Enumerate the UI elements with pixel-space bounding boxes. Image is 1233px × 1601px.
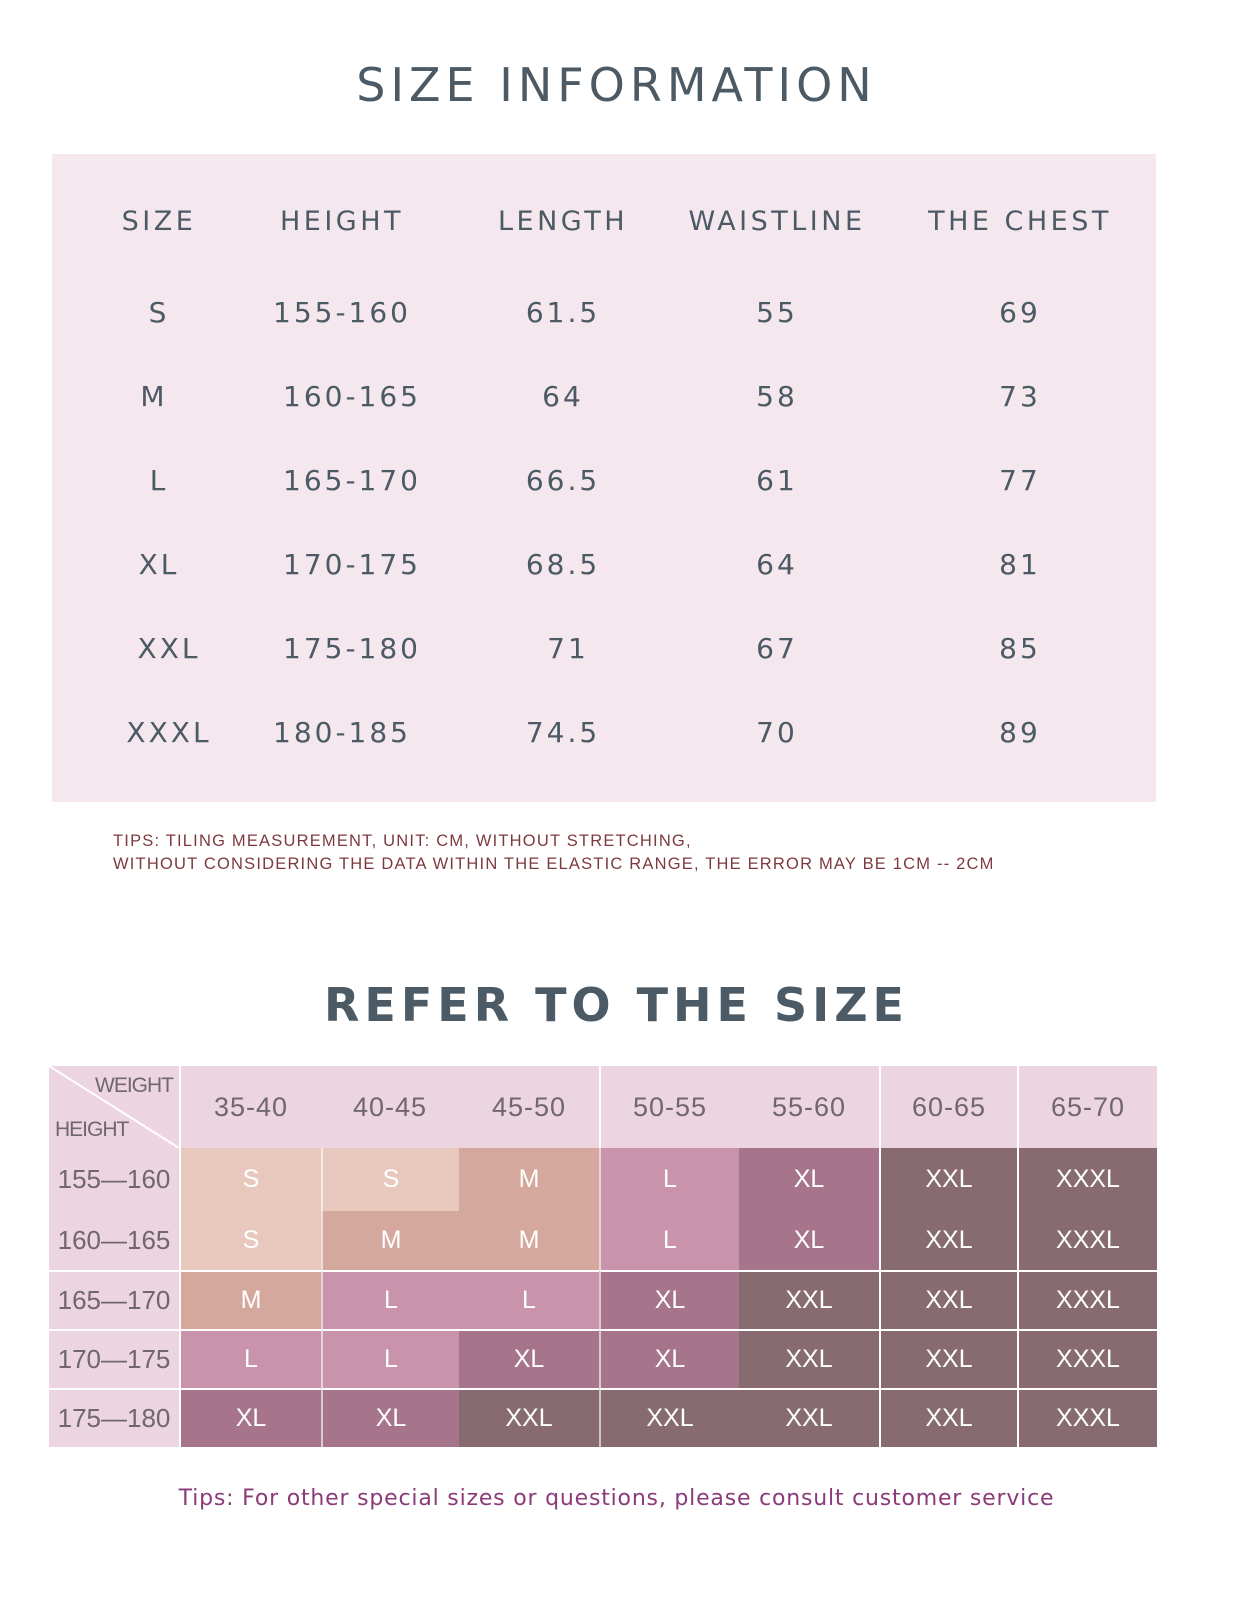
- height-row-label: 160—165: [49, 1211, 179, 1270]
- customer-service-tips: Tips: For other special sizes or questio…: [178, 1486, 1055, 1511]
- size-value: 155-160: [273, 296, 411, 329]
- size-recommendation-cell: XXL: [879, 1148, 1017, 1211]
- size-value: 175-180: [283, 632, 421, 665]
- height-row-label: 175—180: [49, 1388, 179, 1447]
- size-value: 69: [999, 296, 1041, 329]
- size-value: 61.5: [525, 296, 601, 329]
- column-header-size: SIZE: [121, 206, 197, 237]
- size-value: 180-185: [273, 716, 411, 749]
- size-recommendation-cell: M: [459, 1211, 599, 1270]
- weight-column-header: 35-40: [179, 1066, 321, 1148]
- size-label: M: [140, 380, 168, 413]
- size-value: 73: [999, 380, 1041, 413]
- weight-column-header: 40-45: [321, 1066, 459, 1148]
- weight-column-header: 65-70: [1017, 1066, 1157, 1148]
- size-value: 61: [756, 464, 798, 497]
- size-value: 71: [547, 632, 589, 665]
- size-recommendation-cell: XXL: [739, 1270, 879, 1329]
- size-recommendation-cell: XXL: [879, 1270, 1017, 1329]
- size-value: 81: [999, 548, 1041, 581]
- height-row-label: 155—160: [49, 1148, 179, 1211]
- size-recommendation-cell: XXXL: [1017, 1211, 1157, 1270]
- weight-column-header: 55-60: [739, 1066, 879, 1148]
- size-recommendation-cell: M: [179, 1270, 321, 1329]
- size-recommendation-cell: XXL: [739, 1388, 879, 1447]
- diagonal-divider-icon: [49, 1066, 179, 1148]
- size-value: 67: [756, 632, 798, 665]
- size-information-table: SIZE HEIGHT LENGTH WAISTLINE THE CHEST S 155-1…: [52, 154, 1156, 802]
- size-recommendation-cell: XL: [459, 1329, 599, 1388]
- size-recommendation-cell: XL: [599, 1270, 739, 1329]
- size-recommendation-cell: S: [321, 1148, 459, 1211]
- size-recommendation-cell: L: [599, 1148, 739, 1211]
- size-recommendation-cell: XL: [179, 1388, 321, 1447]
- size-recommendation-cell: S: [179, 1148, 321, 1211]
- size-value: 64: [756, 548, 798, 581]
- column-header-length: LENGTH: [497, 206, 629, 237]
- grid-corner-header: WEIGHT HEIGHT: [49, 1066, 179, 1148]
- weight-column-header: 45-50: [459, 1066, 599, 1148]
- size-recommendation-cell: S: [179, 1211, 321, 1270]
- size-value: 64: [542, 380, 584, 413]
- size-label: S: [148, 296, 170, 329]
- size-recommendation-cell: XXL: [459, 1388, 599, 1447]
- measurement-tips: TIPS: TILING MEASUREMENT, UNIT: CM, WITH…: [113, 832, 995, 873]
- size-value: 170-175: [283, 548, 421, 581]
- size-recommendation-cell: XXXL: [1017, 1329, 1157, 1388]
- size-label: XXXL: [126, 716, 212, 749]
- size-recommendation-cell: XL: [599, 1329, 739, 1388]
- height-axis-label: HEIGHT: [55, 1118, 129, 1141]
- size-reference-grid: WEIGHT HEIGHT 35-40 40-45 45-50 50-55 55-60 60-…: [49, 1066, 1157, 1447]
- size-label: XL: [138, 548, 180, 581]
- size-recommendation-cell: L: [321, 1329, 459, 1388]
- size-recommendation-cell: M: [459, 1148, 599, 1211]
- size-recommendation-cell: L: [459, 1270, 599, 1329]
- size-recommendation-cell: XL: [739, 1148, 879, 1211]
- size-recommendation-cell: XXL: [599, 1388, 739, 1447]
- weight-axis-label: WEIGHT: [95, 1074, 174, 1097]
- size-label: XXL: [137, 632, 201, 665]
- size-value: 68.5: [525, 548, 601, 581]
- size-recommendation-cell: XXL: [879, 1329, 1017, 1388]
- size-value: 85: [999, 632, 1041, 665]
- size-recommendation-cell: XXXL: [1017, 1270, 1157, 1329]
- size-label: L: [149, 464, 169, 497]
- size-recommendation-cell: XXL: [739, 1329, 879, 1388]
- size-recommendation-cell: L: [599, 1211, 739, 1270]
- size-value: 58: [756, 380, 798, 413]
- weight-column-header: 60-65: [879, 1066, 1017, 1148]
- refer-to-size-title: REFER TO THE SIZE: [324, 978, 909, 1032]
- size-recommendation-cell: XXL: [879, 1388, 1017, 1447]
- column-header-height: HEIGHT: [279, 206, 405, 237]
- size-value: 74.5: [525, 716, 601, 749]
- size-value: 89: [999, 716, 1041, 749]
- size-recommendation-cell: XXL: [879, 1211, 1017, 1270]
- size-value: 66.5: [525, 464, 601, 497]
- size-recommendation-cell: L: [179, 1329, 321, 1388]
- size-value: 160-165: [283, 380, 421, 413]
- size-recommendation-cell: L: [321, 1270, 459, 1329]
- size-recommendation-cell: XXXL: [1017, 1148, 1157, 1211]
- height-row-label: 170—175: [49, 1329, 179, 1388]
- size-value: 165-170: [283, 464, 421, 497]
- size-value: 70: [756, 716, 798, 749]
- column-header-the-chest: THE CHEST: [928, 206, 1112, 237]
- size-recommendation-cell: M: [321, 1211, 459, 1270]
- column-header-waistline: WAISTLINE: [688, 206, 866, 237]
- size-value: 55: [756, 296, 798, 329]
- weight-column-header: 50-55: [599, 1066, 739, 1148]
- size-recommendation-cell: XL: [321, 1388, 459, 1447]
- size-information-title: SIZE INFORMATION: [356, 58, 877, 112]
- size-recommendation-cell: XXXL: [1017, 1388, 1157, 1447]
- size-recommendation-cell: XL: [739, 1211, 879, 1270]
- height-row-label: 165—170: [49, 1270, 179, 1329]
- size-value: 77: [999, 464, 1041, 497]
